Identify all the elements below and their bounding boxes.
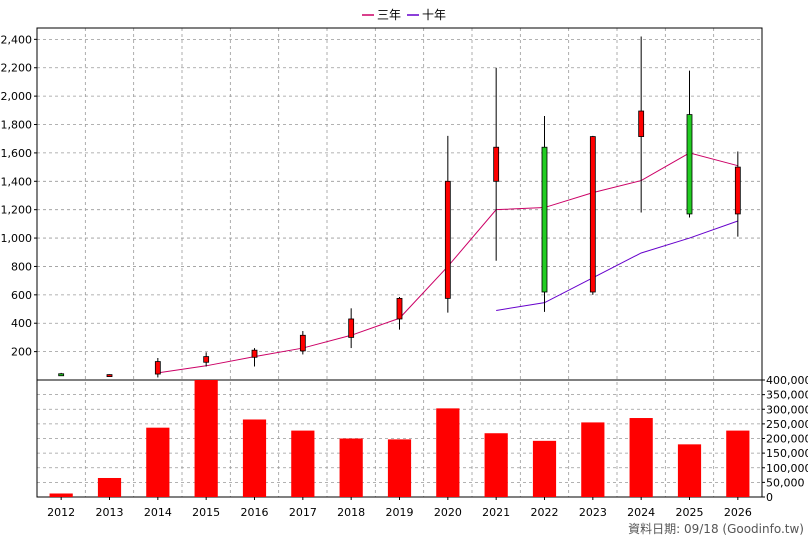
year-label: 2024 (627, 506, 655, 519)
price-tick-label: 1,000 (1, 232, 33, 245)
volume-tick-label: 400,000 (766, 374, 808, 387)
volume-bar (532, 440, 557, 497)
year-axis: 2012 2013 2014 2015 2016 2017 2018 2019 2020 2021… (47, 497, 752, 519)
candle-body (58, 373, 65, 377)
volume-bar (49, 493, 73, 497)
candle-body (444, 180, 451, 299)
year-label: 2013 (96, 506, 124, 519)
volume-tick-label: 350,000 (766, 389, 808, 402)
year-label: 2018 (337, 506, 365, 519)
volume-bars (49, 380, 750, 497)
volume-bar (291, 430, 315, 497)
price-tick-label: 1,200 (1, 204, 33, 217)
year-label: 2012 (47, 506, 75, 519)
candle-body (686, 114, 693, 215)
price-tick-label: 800 (11, 260, 32, 273)
average-line-10y (496, 220, 738, 311)
volume-bar (581, 422, 605, 497)
candle-body (493, 146, 500, 182)
year-label: 2021 (482, 506, 510, 519)
volume-bar (97, 477, 122, 497)
price-tick-label: 200 (11, 346, 32, 359)
year-label: 2026 (724, 506, 752, 519)
legend-label-10y: 十年 (422, 8, 446, 22)
volume-tick-label: 200,000 (766, 433, 808, 446)
price-tick-label: 2,400 (1, 33, 33, 46)
volume-tick-label: 0 (766, 491, 773, 504)
candle-body (251, 349, 258, 358)
volume-tick-label: 250,000 (766, 418, 808, 431)
candle-body (541, 146, 548, 293)
volume-tick-label: 300,000 (766, 403, 808, 416)
legend-label-3y: 三年 (377, 8, 401, 22)
candle-body (203, 356, 210, 363)
volume-tick-label: 50,000 (766, 476, 805, 489)
candle-body (106, 374, 113, 378)
volume-bar (387, 439, 412, 497)
grid-lines (37, 28, 762, 497)
year-label: 2015 (192, 506, 220, 519)
price-tick-label: 1,600 (1, 147, 33, 160)
legend: 三年 十年 (362, 8, 446, 22)
year-label: 2022 (531, 506, 559, 519)
price-tick-label: 2,000 (1, 90, 33, 103)
volume-bar (194, 380, 218, 497)
candle-body (396, 297, 403, 320)
year-label: 2016 (241, 506, 269, 519)
year-label: 2019 (386, 506, 414, 519)
price-tick-label: 600 (11, 289, 32, 302)
volume-tick-label: 100,000 (766, 462, 808, 475)
year-label: 2023 (579, 506, 607, 519)
candles (58, 36, 741, 378)
candle-body (154, 361, 161, 375)
price-axis: 200 400 600 800 1,000 1,200 1,400 1,600 1,800 2,0… (1, 33, 37, 359)
plot-frame (36, 27, 763, 498)
volume-bar (629, 418, 653, 497)
volume-tick-label: 150,000 (766, 447, 808, 460)
source-credit: 資料日期: 09/18 (Goodinfo.tw) (628, 522, 804, 536)
year-label: 2017 (289, 506, 317, 519)
candle-body (589, 136, 596, 293)
volume-bar (726, 430, 750, 497)
volume-bar (677, 444, 702, 497)
candle-body (638, 110, 645, 137)
year-label: 2025 (676, 506, 704, 519)
volume-bar (146, 427, 170, 497)
plot-border (36, 27, 763, 498)
volume-bar (339, 438, 363, 497)
year-label: 2020 (434, 506, 462, 519)
price-tick-label: 2,200 (1, 62, 33, 75)
candle-body (348, 318, 355, 338)
volume-bar (484, 433, 508, 497)
candle-body (299, 334, 306, 352)
year-label: 2014 (144, 506, 172, 519)
volume-bar (436, 408, 460, 497)
price-tick-label: 1,400 (1, 175, 33, 188)
price-tick-label: 1,800 (1, 119, 33, 132)
candle-body (734, 166, 741, 215)
volume-bar (242, 419, 267, 497)
price-tick-label: 400 (11, 317, 32, 330)
